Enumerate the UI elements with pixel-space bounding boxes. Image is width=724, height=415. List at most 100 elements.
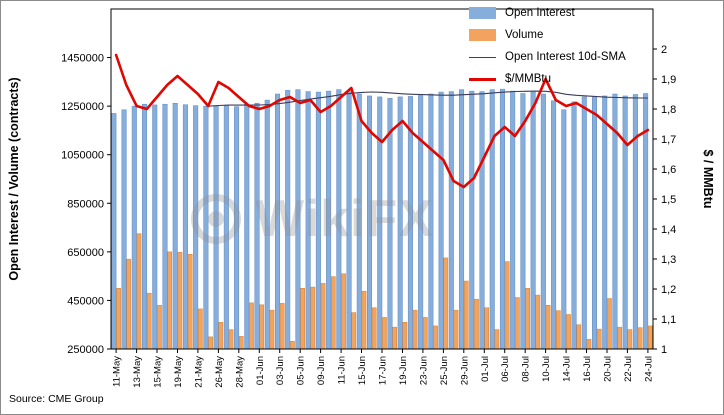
volume-bar <box>259 304 265 350</box>
x-axis-tick-label: 25-Jun <box>439 356 450 385</box>
right-axis-tick-label: 1,1 <box>661 314 676 326</box>
x-axis-tick-label: 05-Jun <box>296 356 307 385</box>
x-axis-tick-label: 19-Jun <box>398 356 409 385</box>
volume-bar <box>290 340 295 350</box>
price-line <box>114 53 650 189</box>
open-interest-bar <box>162 103 168 350</box>
x-axis-tick-label: 13-May <box>132 356 143 388</box>
right-axis-tick-label: 1,8 <box>661 104 676 116</box>
open-interest-bar <box>172 102 178 350</box>
x-axis-tick-label: 01-Jul <box>480 356 491 382</box>
volume-swatch <box>469 29 496 41</box>
x-axis-tick-label: 15-May <box>153 356 164 388</box>
open-interest-bar <box>510 90 516 350</box>
open-interest-bar <box>142 103 148 350</box>
volume-bar <box>586 339 592 350</box>
open-interest-bar <box>428 93 434 350</box>
x-axis-tick-label: 26-May <box>214 356 225 388</box>
legend-item-open-interest: Open Interest <box>469 5 626 21</box>
x-axis-tick-label: 24-Jul <box>643 356 654 382</box>
volume-bar <box>617 326 622 350</box>
open-interest-bar <box>264 99 270 350</box>
source-label: Source: CME Group <box>9 393 104 405</box>
open-interest-bar <box>561 109 567 350</box>
open-interest-bar <box>459 89 465 350</box>
volume-bar <box>627 329 633 350</box>
volume-bar <box>515 297 520 350</box>
legend-label-open-interest: Open Interest <box>505 7 575 19</box>
open-interest-bar <box>448 91 454 350</box>
open-interest-bar <box>295 89 301 350</box>
volume-bar <box>637 327 643 350</box>
volume-bar <box>126 258 132 350</box>
open-interest-bar <box>346 91 352 350</box>
volume-bar <box>208 336 213 350</box>
volume-bar <box>351 312 357 350</box>
open-interest-bar <box>489 89 495 350</box>
volume-bar <box>412 309 418 350</box>
volume-bar <box>525 288 530 350</box>
volume-bar <box>382 317 387 350</box>
right-axis-title: $ / MMBtu <box>701 149 715 208</box>
legend-label-volume: Volume <box>505 29 544 41</box>
open-interest-bar <box>326 90 332 350</box>
open-interest-bar <box>540 93 546 350</box>
right-axis-tick-label: 1,2 <box>661 284 676 296</box>
volume-bar <box>177 252 183 350</box>
x-axis-tick-label: 10-Jul <box>541 356 552 382</box>
open-interest-bar <box>213 105 219 350</box>
x-axis-tick-label: 28-May <box>234 356 245 388</box>
volume-bar <box>423 317 428 350</box>
open-interest-bar <box>193 105 199 350</box>
x-axis-tick-label: 20-Jul <box>603 356 614 382</box>
x-axis-tick-label: 08-Jul <box>521 356 532 382</box>
open-interest-bar <box>622 95 628 350</box>
open-interest-bar <box>111 113 117 350</box>
open-interest-bar <box>520 93 526 350</box>
volume-bar <box>341 273 346 350</box>
x-axis-tick-label: 11-May <box>112 356 123 387</box>
volume-bar <box>187 254 193 350</box>
volume-bar <box>402 322 408 350</box>
x-axis-tick-label: 29-Jun <box>459 356 470 385</box>
left-axis-tick-label: 1050000 <box>61 150 104 162</box>
legend-label-oi-sma: Open Interest 10d-SMA <box>505 51 626 63</box>
open-interest-bar <box>234 106 240 350</box>
volume-bar <box>504 261 510 350</box>
volume-bar <box>136 233 142 350</box>
open-interest-bar <box>152 104 158 350</box>
open-interest-swatch <box>469 7 496 19</box>
x-axis-tick-label: 22-Jul <box>623 356 634 382</box>
open-interest-bar <box>438 91 444 350</box>
volume-bar <box>474 298 479 350</box>
open-interest-bar <box>356 93 362 350</box>
volume-bar <box>116 288 121 350</box>
open-interest-bar <box>407 96 413 350</box>
right-axis-tick-label: 1,7 <box>661 134 676 146</box>
left-axis-tick-label: 1450000 <box>61 53 104 65</box>
open-interest-bar <box>602 95 608 350</box>
volume-bar <box>607 298 612 350</box>
volume-bar <box>484 307 490 350</box>
left-axis-tick-label: 850000 <box>67 198 104 210</box>
volume-bar <box>453 309 459 350</box>
right-axis-tick-label: 2 <box>661 44 667 56</box>
volume-bar <box>157 305 162 350</box>
x-axis-tick-label: 23-Jun <box>418 356 429 385</box>
open-interest-bar <box>591 96 597 350</box>
left-axis-tick-label: 250000 <box>67 344 104 356</box>
left-axis-title: Open Interest / Volume (contracts) <box>7 77 21 280</box>
right-axis-tick-label: 1,6 <box>661 164 676 176</box>
legend-item-oi-sma: Open Interest 10d-SMA <box>469 49 626 65</box>
x-axis-tick-label: 03-Jun <box>275 356 286 385</box>
open-interest-bar <box>469 90 475 350</box>
x-axis-tick-label: 11-Jun <box>337 356 348 384</box>
volume-bar <box>269 309 275 350</box>
left-axis-tick-label: 1250000 <box>61 101 104 113</box>
open-interest-bar <box>551 100 557 350</box>
right-axis-tick-label: 1,5 <box>661 194 676 206</box>
price-swatch <box>469 77 496 81</box>
volume-bar <box>238 336 244 350</box>
